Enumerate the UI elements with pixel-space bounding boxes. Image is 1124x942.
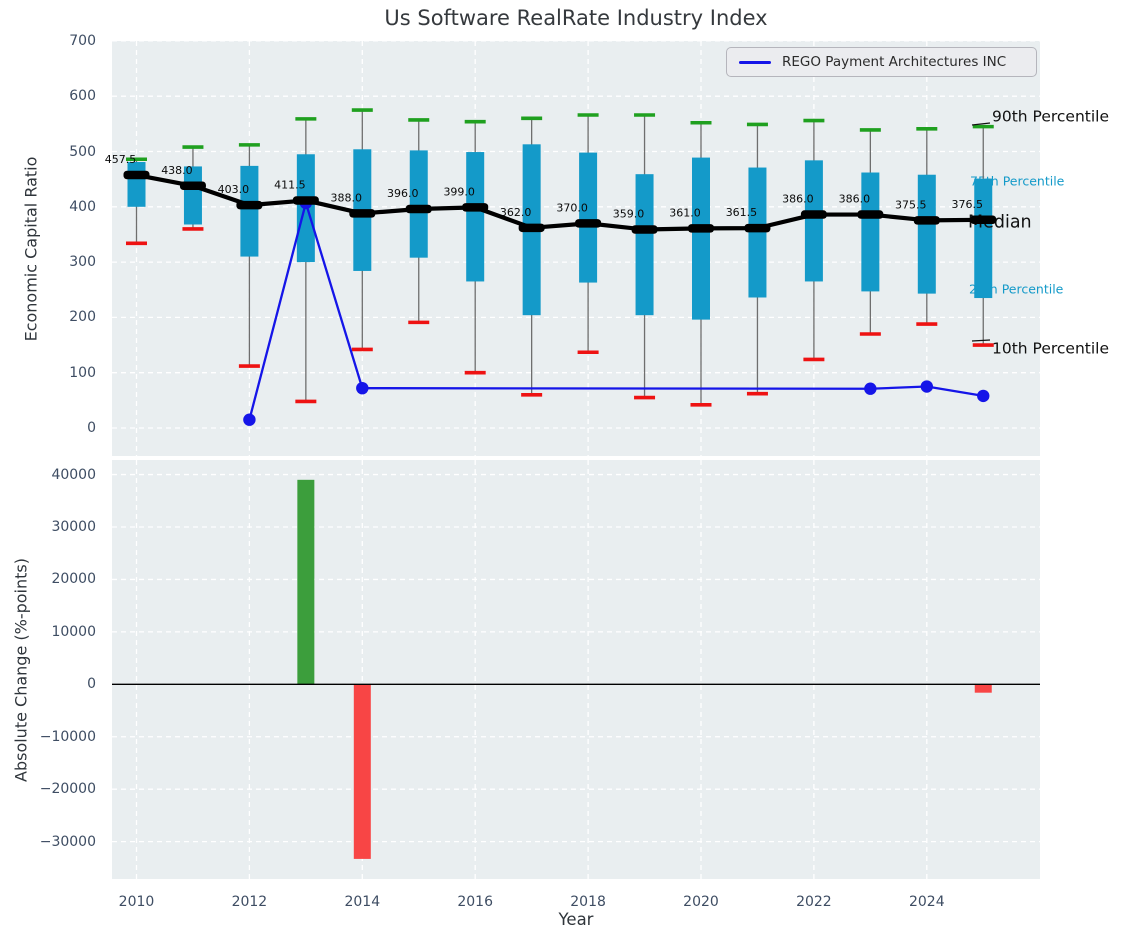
change-bar-2014 [353,684,371,859]
iqr-box-2010 [127,162,146,207]
median-value-label-2013: 411.5 [274,178,306,191]
median-value-label-2018: 370.0 [556,201,588,214]
company-point-2024 [920,380,933,393]
change-bar-2025 [974,684,992,693]
median-value-label-2023: 386.0 [839,193,871,206]
annotation-75th-percentile: 75th Percentile [970,174,1065,189]
x-tick-2020: 2020 [683,894,719,910]
x-tick-2014: 2014 [344,894,381,910]
median-marker-2012 [236,200,263,210]
iqr-box-2023 [861,172,880,292]
y-tick-top-500: 500 [69,143,96,160]
y-tick-top-400: 400 [69,198,96,215]
y-tick-top-0: 0 [87,420,96,436]
median-value-label-2025: 376.5 [952,198,984,211]
iqr-box-2016 [466,152,485,282]
median-marker-2022 [800,210,827,219]
company-point-2012 [243,413,256,426]
x-tick-2024: 2024 [908,894,945,910]
change-bar-2013 [297,479,315,685]
median-marker-2019 [631,225,658,234]
x-axis-label: Year [558,910,594,929]
company-point-2025 [977,389,990,403]
y-tick-top-700: 700 [69,32,96,49]
x-tick-2016: 2016 [457,894,493,910]
median-value-label-2024: 375.5 [895,198,927,211]
y-tick-bottom-10000: 10000 [51,623,96,640]
annotation-leader-0 [971,122,991,126]
y-axis-label-top: Economic Capital Ratio [21,156,41,342]
y-tick-bottom--30000: −30000 [39,833,96,850]
company-line [248,201,984,420]
annotation-25th-percentile: 25th Percentile [969,282,1064,297]
median-marker-2013 [292,196,319,205]
y-tick-top-300: 300 [69,254,96,271]
median-marker-2024 [913,216,940,225]
median-value-label-2012: 403.0 [218,183,250,196]
median-marker-2023 [857,210,884,219]
median-value-label-2015: 396.0 [387,187,419,200]
x-tick-2012: 2012 [231,894,268,910]
median-value-label-2011: 438.0 [161,164,193,177]
iqr-box-2019 [635,174,654,316]
median-marker-2018 [575,219,602,228]
y-axis-label-bottom: Absolute Change (%-points) [11,558,31,782]
median-marker-2015 [405,204,432,214]
y-tick-bottom--20000: −20000 [39,781,96,798]
iqr-box-2015 [409,150,428,258]
y-tick-top-200: 200 [69,309,96,326]
x-tick-2010: 2010 [118,894,155,910]
median-value-label-2016: 399.0 [443,185,475,198]
iqr-box-2024 [917,174,936,294]
median-value-label-2020: 361.0 [669,206,701,219]
iqr-box-2021 [748,167,767,298]
top-plot-panel [112,41,1040,456]
iqr-box-2012 [240,165,259,257]
iqr-box-2011 [183,166,202,225]
legend-line-sample-icon [739,60,771,64]
iqr-box-2020 [692,157,710,320]
median-marker-2011 [179,181,206,191]
median-line [136,172,984,232]
median-marker-2014 [349,209,376,218]
x-tick-2018: 2018 [570,894,606,910]
median-value-label-2010: 457.5 [105,153,137,166]
legend-box: REGO Payment Architectures INC [726,47,1037,77]
median-marker-2025 [970,215,997,225]
y-tick-top-100: 100 [69,364,96,381]
x-tick-2022: 2022 [796,894,832,910]
annotation-leader-4 [971,339,991,342]
median-value-label-2019: 359.0 [613,207,645,220]
annotation-90th-percentile: 90th Percentile [992,108,1109,126]
median-marker-2010 [123,170,150,180]
iqr-box-2022 [804,160,823,282]
y-tick-bottom-0: 0 [87,676,96,693]
y-tick-top-600: 600 [69,88,96,105]
y-tick-bottom-30000: 30000 [51,519,96,535]
bottom-plot-panel [112,460,1040,879]
y-tick-bottom--10000: −10000 [39,728,96,745]
median-value-label-2014: 388.0 [331,191,363,204]
legend-label: REGO Payment Architectures INC [782,54,1007,70]
median-value-label-2022: 386.0 [782,193,814,206]
median-value-label-2021: 361.5 [726,206,758,219]
iqr-box-2018 [579,152,598,283]
median-marker-2020 [688,224,714,233]
chart-title: Us Software RealRate Industry Index [384,6,768,30]
median-marker-2017 [518,223,545,233]
y-tick-bottom-20000: 20000 [51,571,96,588]
iqr-box-2025 [974,178,993,299]
median-marker-2021 [744,223,771,233]
median-value-label-2017: 362.0 [500,206,532,219]
annotation-10th-percentile: 10th Percentile [992,340,1109,358]
company-point-2023 [864,382,877,395]
y-tick-bottom-40000: 40000 [51,466,96,483]
company-point-2014 [356,381,369,395]
median-marker-2016 [462,203,489,212]
